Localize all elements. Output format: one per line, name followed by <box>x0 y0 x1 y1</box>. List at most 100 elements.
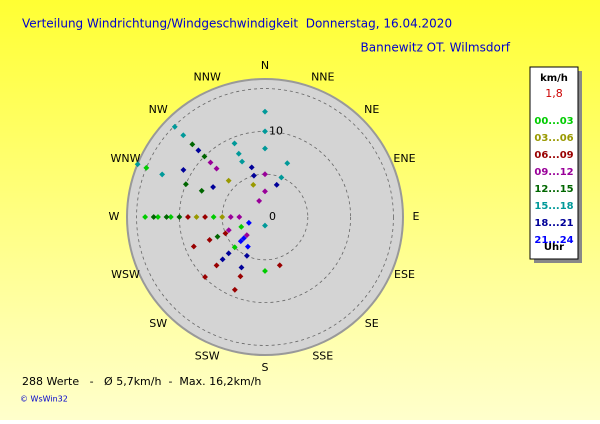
wind-point <box>163 214 170 220</box>
direction-label: ENE <box>393 152 415 165</box>
r-tick-label: 0 <box>269 210 276 223</box>
legend-label: 06...09 <box>534 150 573 161</box>
wind-point <box>276 262 283 269</box>
stats: 288 Werte - Ø 5,7km/h - Max. 16,2km/h <box>22 375 261 388</box>
legend-label: 00...03 <box>534 116 573 127</box>
wind-point <box>262 268 268 274</box>
direction-label: NW <box>149 103 168 116</box>
r-tick-label: 10 <box>269 124 283 137</box>
direction-label: NE <box>364 103 379 116</box>
wind-point <box>237 273 244 280</box>
wind-point <box>225 177 232 184</box>
legend-label: 09...12 <box>534 167 573 178</box>
legend-label: 21...24 <box>534 235 573 246</box>
copyright: © WsWin32 <box>20 395 68 404</box>
wind-point <box>262 222 268 229</box>
wind-point <box>219 214 226 220</box>
legend-label: 18...21 <box>534 218 573 229</box>
wind-point <box>189 141 196 148</box>
legend-footer: Uhr <box>544 242 564 253</box>
wind-point <box>180 132 187 139</box>
direction-label: SE <box>365 317 379 330</box>
wind-point <box>243 232 250 239</box>
wind-point <box>207 159 214 166</box>
wind-point <box>201 153 208 160</box>
wind-point <box>214 233 221 240</box>
wind-point <box>250 172 257 179</box>
wind-point <box>262 188 268 195</box>
wind-point <box>231 244 238 251</box>
wind-point <box>225 250 232 257</box>
wind-point <box>250 181 257 188</box>
direction-label: SSW <box>195 350 220 363</box>
direction-label: WNW <box>111 152 141 165</box>
wind-point <box>167 214 174 220</box>
wind-point <box>237 238 244 245</box>
direction-label: SW <box>149 317 167 330</box>
direction-label: S <box>262 361 269 374</box>
wind-point <box>240 235 247 242</box>
wind-point <box>219 256 226 263</box>
wind-point <box>262 108 268 115</box>
legend-label: 12...15 <box>534 184 573 195</box>
wind-point <box>193 214 200 220</box>
direction-label: NNW <box>194 70 221 83</box>
wind-point <box>245 219 252 226</box>
wind-point <box>262 171 268 178</box>
legend-current: 1,8 <box>545 87 563 100</box>
wind-point <box>159 171 166 178</box>
legend-label: 15...18 <box>534 201 573 212</box>
wind-point <box>213 262 220 269</box>
direction-label: ESE <box>394 268 415 281</box>
rose-area <box>128 80 402 354</box>
chart-subtitle: Bannewitz OT. Wilmsdorf <box>361 41 511 55</box>
direction-label: WSW <box>111 268 140 281</box>
wind-point <box>182 181 189 188</box>
legend-box <box>529 66 579 260</box>
wind-point <box>238 264 245 271</box>
wind-point <box>225 227 232 234</box>
wind-point <box>198 187 205 194</box>
legend-title: km/h <box>540 73 568 84</box>
wind-point <box>278 174 285 181</box>
wind-point <box>134 161 141 168</box>
wind-point <box>176 214 183 220</box>
wind-point <box>213 165 220 172</box>
wind-point <box>248 164 255 171</box>
wind-point <box>256 197 263 204</box>
chart-title: Verteilung Windrichtung/Windgeschwindigk… <box>22 17 452 31</box>
wind-point <box>262 145 268 152</box>
direction-label: W <box>109 210 120 223</box>
wind-point <box>180 166 187 173</box>
wind-point <box>236 214 243 220</box>
wind-point <box>238 223 245 230</box>
wind-point <box>239 158 245 165</box>
wind-point <box>195 147 202 154</box>
direction-label: SSE <box>312 350 333 363</box>
wind-point <box>150 214 157 220</box>
wind-point <box>222 230 229 237</box>
wind-point <box>143 164 150 171</box>
wind-point <box>231 286 238 293</box>
wind-point <box>190 243 197 250</box>
wind-point <box>210 184 217 190</box>
wind-point <box>235 150 242 157</box>
wind-point <box>202 214 208 220</box>
wind-point <box>284 160 291 167</box>
wind-point <box>227 214 234 220</box>
legend-label: 03...06 <box>534 133 573 144</box>
direction-label: NNE <box>311 70 334 83</box>
wind-point <box>142 214 149 220</box>
wind-point <box>185 214 191 220</box>
wind-point <box>273 181 280 188</box>
wind-point <box>210 214 217 220</box>
grid-circle <box>136 88 394 346</box>
wind-point <box>155 214 161 220</box>
wind-point <box>202 274 208 280</box>
direction-label: N <box>261 59 269 72</box>
direction-label: E <box>413 210 420 223</box>
wind-point <box>231 140 238 147</box>
wind-point <box>243 252 250 259</box>
wind-point <box>244 243 251 250</box>
